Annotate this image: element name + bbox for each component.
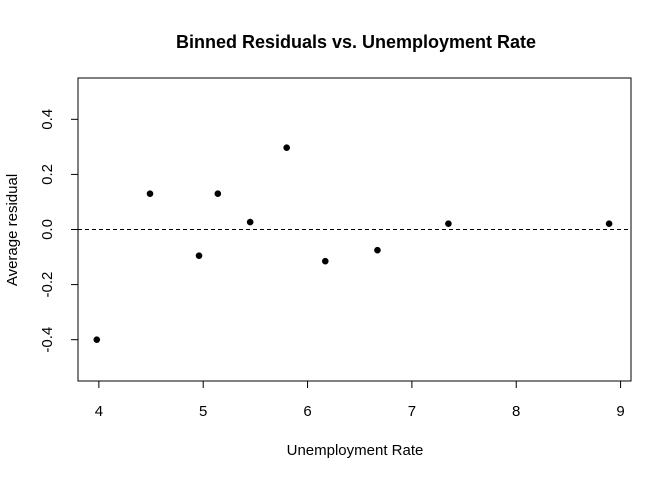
data-point bbox=[246, 218, 254, 226]
y-axis-label: Average residual bbox=[4, 174, 21, 286]
x-axis-label: Unemployment Rate bbox=[287, 442, 424, 459]
x-tick-label: 8 bbox=[512, 403, 520, 420]
data-point bbox=[605, 220, 613, 228]
x-axis: 4 5 6 7 8 9 bbox=[95, 381, 625, 420]
data-point bbox=[93, 336, 101, 343]
y-tick-label: -0.4 bbox=[39, 327, 56, 353]
x-tick-label: 7 bbox=[408, 403, 416, 420]
data-point bbox=[195, 252, 203, 259]
data-point bbox=[321, 257, 329, 265]
x-tick-label: 6 bbox=[303, 403, 311, 420]
y-tick-label: 0.0 bbox=[39, 219, 56, 240]
x-tick-label: 4 bbox=[95, 403, 103, 420]
data-point bbox=[374, 246, 381, 254]
y-axis: -0.4 -0.2 0.0 0.2 0.4 bbox=[39, 109, 78, 353]
data-point bbox=[445, 220, 452, 228]
x-tick-label: 5 bbox=[199, 403, 207, 420]
data-points bbox=[93, 144, 613, 343]
chart-title: Binned Residuals vs. Unemployment Rate bbox=[176, 32, 536, 52]
y-tick-label: 0.4 bbox=[39, 109, 56, 130]
data-point bbox=[214, 190, 222, 197]
data-point bbox=[146, 190, 154, 197]
data-point bbox=[283, 144, 290, 151]
x-tick-label: 9 bbox=[616, 403, 624, 420]
y-tick-label: 0.2 bbox=[39, 164, 56, 185]
y-tick-label: -0.2 bbox=[39, 272, 56, 298]
